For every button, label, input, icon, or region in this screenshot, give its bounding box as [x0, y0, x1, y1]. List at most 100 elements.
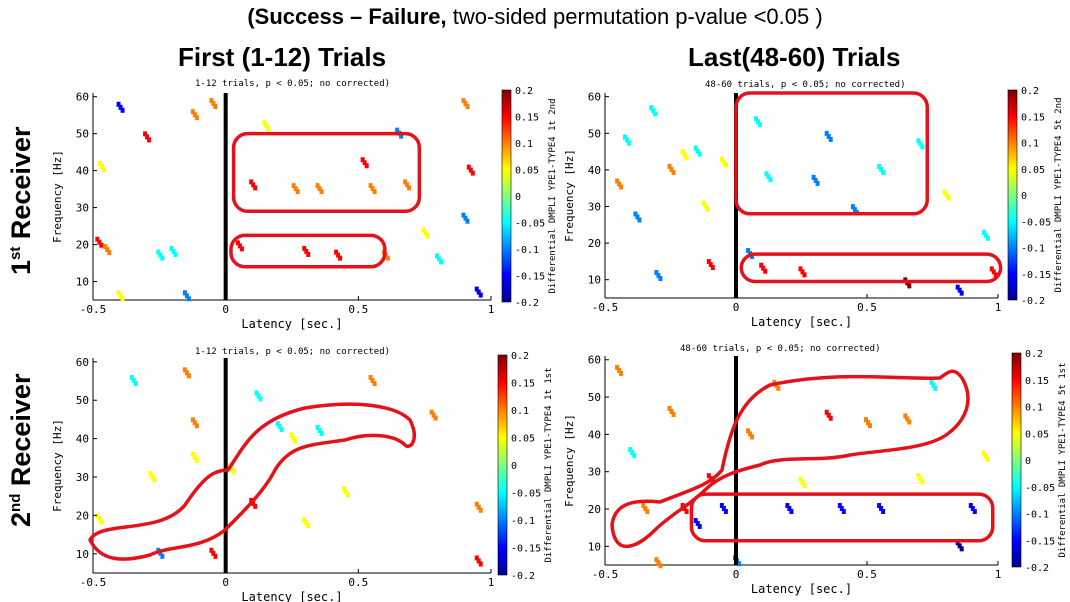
- data-cell: [431, 412, 436, 418]
- data-cell: [468, 167, 473, 173]
- data-cell: [463, 215, 468, 221]
- colorbar-tick-label: -0.2: [515, 298, 539, 309]
- data-cell: [957, 287, 962, 293]
- y-tick-label: 10: [588, 274, 601, 287]
- colorbar-tick-label: 0.2: [1025, 349, 1043, 360]
- x-tick-label: 0: [222, 303, 229, 316]
- colorbar: [1007, 89, 1018, 301]
- data-cell: [693, 517, 698, 523]
- y-tick-label: 40: [76, 165, 89, 178]
- data-cell: [423, 230, 428, 236]
- y-tick-label: 20: [588, 503, 601, 516]
- data-cell: [755, 119, 760, 125]
- data-cell: [824, 409, 829, 415]
- data-cell: [306, 523, 311, 529]
- column-title-last: Last(48-60) Trials: [688, 42, 901, 72]
- colorbar-tick-label: -0.05: [511, 489, 541, 500]
- data-cell: [231, 469, 236, 475]
- data-cell: [466, 164, 471, 170]
- data-cell: [470, 170, 475, 176]
- data-cell: [433, 415, 438, 421]
- data-cell: [160, 255, 165, 261]
- data-cell: [192, 112, 197, 118]
- data-cell: [97, 160, 102, 166]
- data-cell: [723, 162, 728, 168]
- data-cell: [279, 427, 284, 433]
- data-cell: [194, 115, 199, 121]
- data-cell: [697, 151, 702, 157]
- data-cell: [701, 200, 706, 206]
- colorbar-tick-label: 0.15: [511, 379, 535, 390]
- data-cell: [920, 144, 925, 150]
- data-cell: [619, 184, 624, 190]
- data-cell: [879, 166, 884, 172]
- data-cell: [436, 256, 441, 262]
- data-cell: [959, 546, 964, 552]
- data-cell: [759, 262, 764, 268]
- data-cell: [101, 166, 106, 172]
- y-tick-label: 10: [76, 548, 89, 561]
- colorbar-tick-label: 0.05: [515, 166, 539, 177]
- data-cell: [619, 370, 624, 376]
- data-cell: [737, 561, 741, 567]
- colorbar-tick-label: 0.05: [1025, 429, 1049, 440]
- data-cell: [695, 520, 700, 526]
- data-cell: [403, 179, 408, 185]
- data-cell: [881, 169, 886, 175]
- data-cell: [342, 486, 347, 492]
- colorbar-tick-label: -0.15: [1025, 536, 1055, 547]
- data-cell: [785, 503, 790, 509]
- data-cell: [798, 476, 803, 482]
- data-cell: [302, 245, 307, 251]
- data-cell: [99, 519, 104, 525]
- data-cell: [669, 166, 674, 172]
- data-cell: [630, 450, 635, 456]
- data-cell: [654, 557, 659, 563]
- colorbar-tick-label: -0.2: [1021, 296, 1045, 307]
- data-cell: [421, 227, 426, 233]
- data-cell: [182, 367, 187, 373]
- data-cell: [641, 503, 646, 509]
- colorbar-tick-label: 0.15: [1025, 376, 1049, 387]
- data-cell: [637, 217, 642, 223]
- data-cell: [633, 211, 638, 217]
- data-cell: [95, 236, 100, 242]
- data-cell: [710, 265, 715, 271]
- x-axis-label: Latency [sec.]: [751, 315, 852, 329]
- data-cell: [211, 101, 216, 107]
- data-cell: [319, 189, 324, 195]
- data-cell: [719, 156, 724, 162]
- data-cell: [304, 248, 309, 254]
- data-cell: [761, 265, 766, 271]
- y-tick-label: 60: [76, 91, 89, 104]
- data-cell: [946, 195, 951, 201]
- data-cell: [344, 489, 349, 495]
- colorbar-tick-label: -0.15: [511, 544, 541, 555]
- data-cell: [667, 163, 672, 169]
- data-cell: [395, 127, 400, 133]
- y-tick-label: 50: [76, 394, 89, 407]
- x-tick-label: -0.5: [592, 301, 619, 314]
- data-cell: [184, 293, 189, 299]
- data-cell: [907, 283, 912, 289]
- y-tick-label: 50: [588, 391, 601, 404]
- data-cell: [399, 133, 404, 139]
- data-cell: [841, 509, 846, 515]
- colorbar-tick-label: -0.1: [515, 245, 539, 256]
- data-cell: [209, 98, 214, 104]
- colorbar-tick-label: -0.05: [1021, 217, 1051, 228]
- data-cell: [680, 503, 685, 509]
- data-cell: [693, 145, 698, 151]
- data-cell: [429, 409, 434, 415]
- y-tick-label: 30: [76, 202, 89, 215]
- data-cell: [158, 252, 163, 258]
- data-cell: [706, 259, 711, 265]
- data-cell: [993, 272, 998, 278]
- data-cell: [192, 420, 197, 426]
- data-cell: [338, 255, 343, 261]
- data-cell: [116, 101, 121, 107]
- data-cell: [750, 254, 755, 260]
- colorbar-label: Differential DMPLI YPE1-TYPE4 5t 2nd: [1054, 97, 1064, 292]
- data-cell: [798, 266, 803, 272]
